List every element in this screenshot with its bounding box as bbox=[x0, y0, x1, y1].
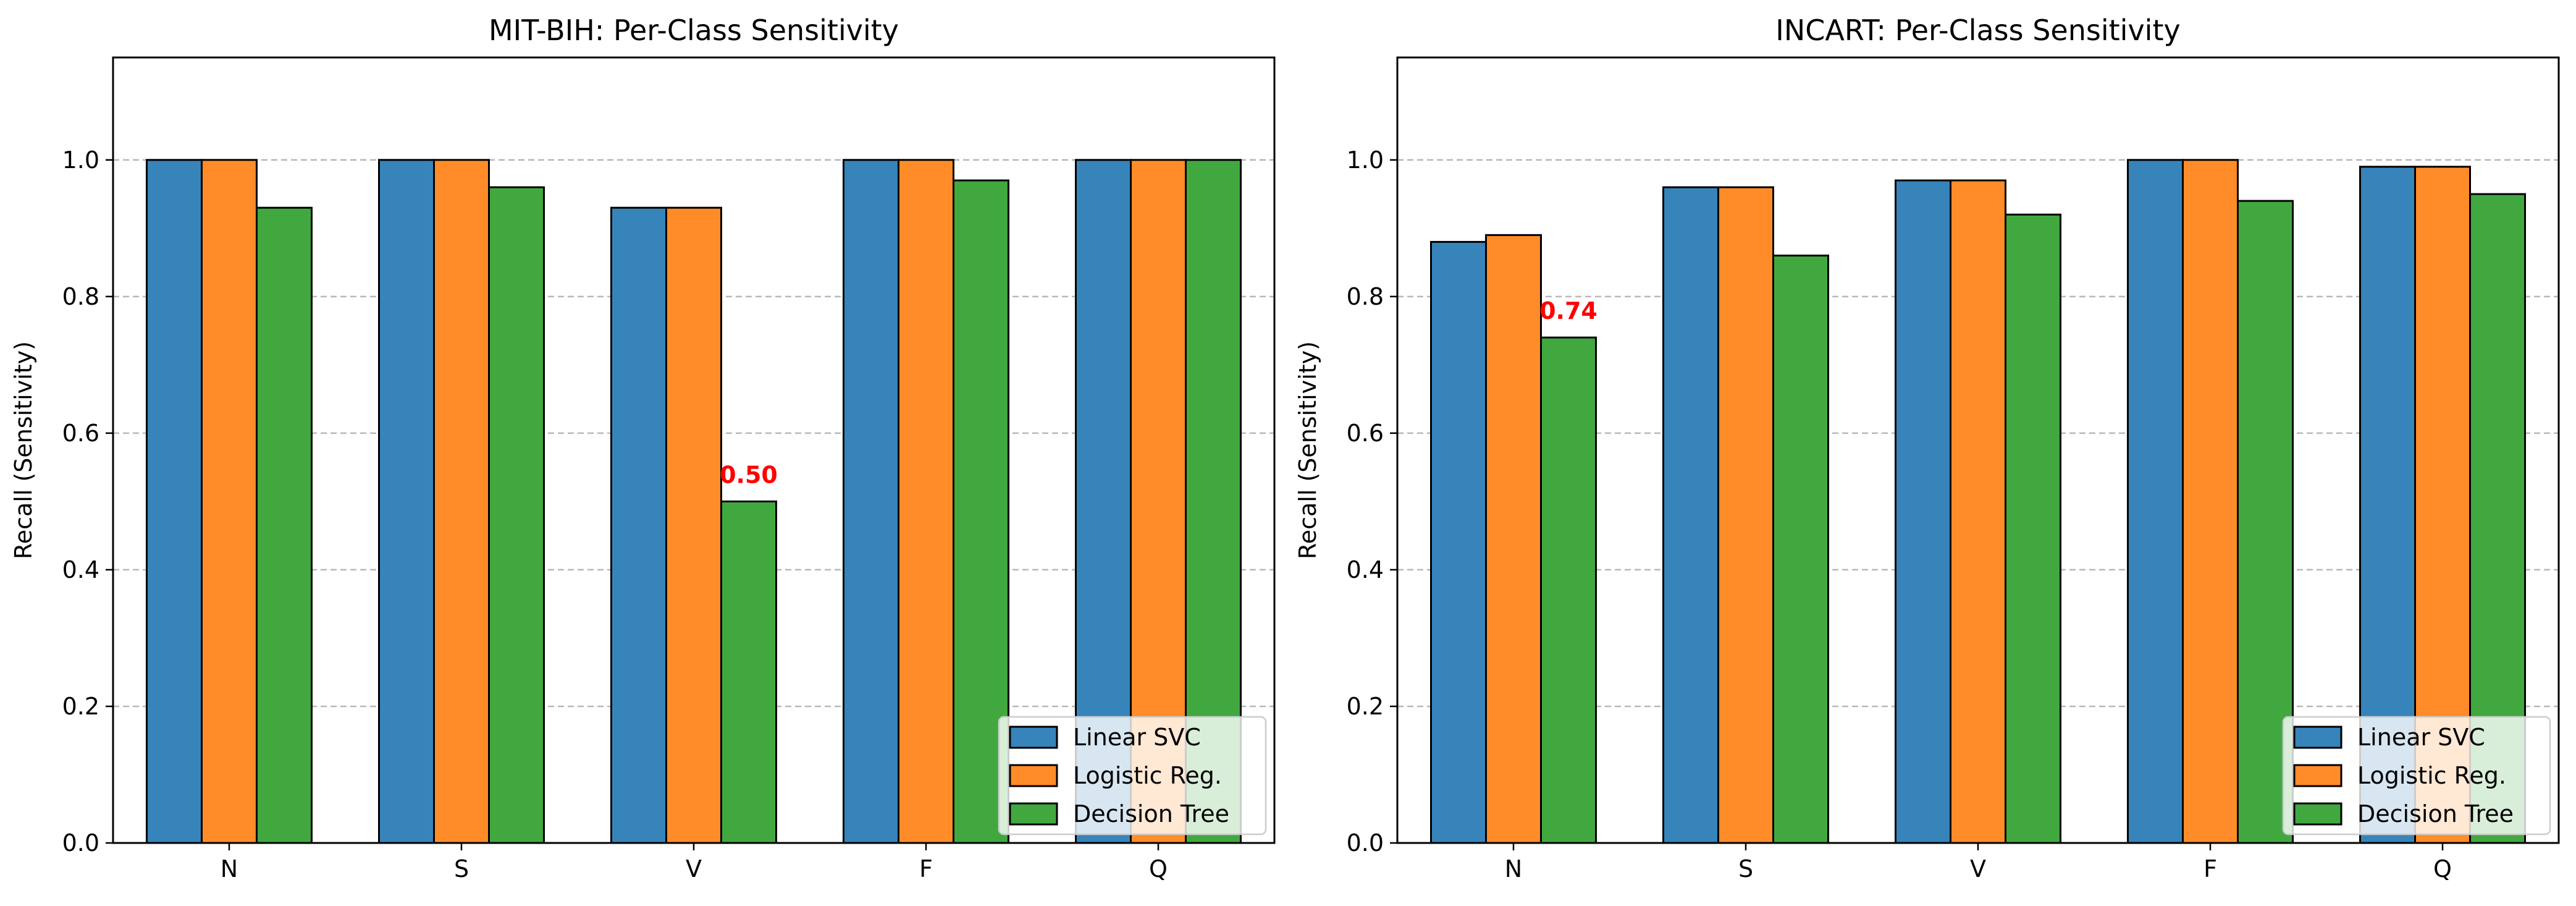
legend-swatch bbox=[1009, 726, 1058, 749]
bar-logistic-reg-F bbox=[898, 159, 954, 844]
chart-panel-1: 0.0 0.2 0.4 0.6 0.8 1.0 N S V F Q 0.50 MIT-BIH: Per-… bbox=[10, 14, 1276, 883]
y-tick-label: 0.0 bbox=[1347, 829, 1384, 857]
y-tick-label: 1.0 bbox=[62, 146, 99, 174]
x-tick-label: N bbox=[221, 855, 238, 883]
y-tick-label: 0.6 bbox=[1347, 420, 1384, 447]
x-tick-label: V bbox=[686, 855, 702, 883]
chart-title: INCART: Per-Class Sensitivity bbox=[1775, 14, 2180, 47]
legend-label: Decision Tree bbox=[2357, 800, 2514, 828]
bar-linear-svc-N bbox=[1430, 240, 1487, 844]
chart-title: MIT-BIH: Per-Class Sensitivity bbox=[489, 14, 899, 47]
bar-logistic-reg-F bbox=[2182, 159, 2239, 844]
y-axis-label: Recall (Sensitivity) bbox=[1294, 341, 1321, 559]
legend-label: Linear SVC bbox=[2357, 724, 2485, 751]
y-tick-label: 0.6 bbox=[62, 420, 99, 447]
y-axis-label: Recall (Sensitivity) bbox=[10, 341, 37, 559]
x-tick-label: Q bbox=[2433, 855, 2452, 883]
legend-label: Decision Tree bbox=[1073, 800, 1229, 828]
y-tick-label: 0.4 bbox=[62, 556, 99, 583]
legend-swatch bbox=[1009, 764, 1058, 787]
plot-frame bbox=[1396, 56, 2560, 844]
bar-logistic-reg-N bbox=[201, 159, 258, 844]
legend-label: Logistic Reg. bbox=[2357, 762, 2506, 789]
x-tick-label: S bbox=[1738, 855, 1753, 883]
bar-linear-svc-S bbox=[378, 159, 435, 844]
y-tick-label: 0.2 bbox=[62, 693, 99, 720]
bar-logistic-reg-S bbox=[433, 159, 490, 844]
bar-decision-tree-V bbox=[720, 500, 777, 844]
bar-decision-tree-N bbox=[256, 206, 313, 844]
legend-swatch bbox=[2293, 802, 2342, 826]
y-tick-label: 0.8 bbox=[62, 283, 99, 310]
legend-swatch bbox=[2293, 764, 2342, 787]
value-annotation: 0.74 bbox=[1539, 297, 1597, 324]
bar-logistic-reg-V bbox=[665, 206, 722, 844]
bar-decision-tree-S bbox=[1772, 255, 1829, 844]
x-tick-label: F bbox=[919, 855, 933, 883]
x-tick-label: N bbox=[1505, 855, 1522, 883]
bar-decision-tree-V bbox=[2005, 213, 2061, 844]
x-tick-label: V bbox=[1970, 855, 1986, 883]
x-tick-label: S bbox=[454, 855, 469, 883]
x-tick-label: Q bbox=[1149, 855, 1168, 883]
legend-label: Linear SVC bbox=[1073, 724, 1201, 751]
y-tick-label: 1.0 bbox=[1347, 146, 1384, 174]
legend-swatch bbox=[1009, 802, 1058, 826]
bar-logistic-reg-N bbox=[1485, 234, 1542, 844]
bar-decision-tree-S bbox=[488, 186, 545, 844]
legend-label: Logistic Reg. bbox=[1073, 762, 1222, 789]
y-tick-label: 0.8 bbox=[1347, 283, 1384, 310]
plot-frame bbox=[112, 56, 1276, 844]
y-tick-label: 0.4 bbox=[1347, 556, 1384, 583]
legend-box bbox=[2282, 716, 2551, 836]
legend-swatch bbox=[2293, 726, 2342, 749]
bar-linear-svc-F bbox=[843, 159, 899, 844]
bar-linear-svc-V bbox=[610, 206, 667, 844]
bar-linear-svc-V bbox=[1895, 179, 1951, 844]
legend: Linear SVC Logistic Reg. Decision Tree bbox=[998, 716, 1267, 836]
y-tick-label: 0.0 bbox=[62, 829, 99, 857]
legend: Linear SVC Logistic Reg. Decision Tree bbox=[2282, 716, 2551, 836]
bar-decision-tree-N bbox=[1540, 336, 1597, 844]
bar-linear-svc-S bbox=[1662, 186, 1719, 844]
bar-logistic-reg-S bbox=[1717, 186, 1774, 844]
bar-linear-svc-N bbox=[146, 159, 203, 844]
chart-panel-2: 0.0 0.2 0.4 0.6 0.8 1.0 N S V F Q 0.74 INCART: Per-C… bbox=[1294, 14, 2560, 883]
bar-logistic-reg-V bbox=[1950, 179, 2006, 844]
bar-linear-svc-F bbox=[2127, 159, 2184, 844]
y-tick-label: 0.2 bbox=[1347, 693, 1384, 720]
x-tick-label: F bbox=[2203, 855, 2217, 883]
value-annotation: 0.50 bbox=[720, 461, 778, 488]
legend-box bbox=[998, 716, 1267, 836]
